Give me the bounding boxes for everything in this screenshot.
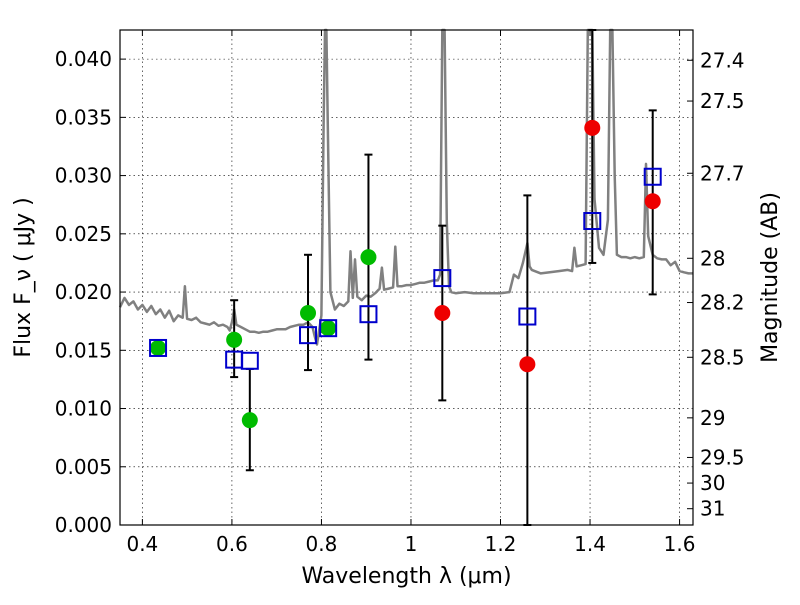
data-markers (149, 119, 662, 429)
data-point-circle (644, 193, 661, 210)
magnitude-tick-label: 27.5 (700, 89, 745, 113)
data-point-circle (150, 339, 167, 356)
data-point-circle (226, 331, 243, 348)
model-spectrum (118, 28, 693, 346)
y-tick-label: 0.010 (55, 397, 112, 421)
x-tick-label: 1.6 (664, 532, 696, 556)
data-point-square (583, 212, 602, 231)
plot-frame (119, 29, 694, 526)
data-point-circle (584, 119, 601, 136)
x-axis-label: Wavelength λ (μm) (301, 564, 511, 589)
y-axis-ticks: 0.000 0.005 0.010 0.015 0.020 0.025 0.030 0.035… (55, 47, 126, 537)
data-point-square (359, 305, 378, 324)
x-tick-label: 0.6 (216, 532, 248, 556)
y-tick-label: 0.040 (55, 47, 112, 71)
magnitude-tick-label: 28.5 (700, 345, 745, 369)
magnitude-tick-label: 30 (700, 471, 725, 495)
y-tick-label: 0.005 (55, 455, 112, 479)
data-point-square (433, 269, 452, 288)
data-point-circle (241, 412, 258, 429)
magnitude-tick-label: 31 (700, 497, 725, 521)
grid (120, 30, 693, 526)
y-tick-label: 0.025 (55, 222, 112, 246)
data-point-circle (320, 320, 337, 337)
magnitude-tick-label: 28 (700, 246, 725, 270)
data-point-circle (434, 305, 451, 322)
model-spectrum-line (118, 28, 693, 346)
data-point-circle (300, 305, 317, 322)
x-axis-ticks: 0.4 0.6 0.8 1 1.2 1.4 1.6 (126, 30, 695, 556)
data-point-circle (519, 356, 536, 373)
x-tick-label: 1 (405, 532, 418, 556)
y-axis-label: Flux F_ν ( μJy ) (11, 197, 36, 357)
y-tick-label: 0.035 (55, 105, 112, 129)
x-tick-label: 0.8 (306, 532, 338, 556)
x-tick-label: 1.4 (574, 532, 606, 556)
magnitude-tick-label: 27.4 (700, 48, 745, 72)
data-point-square (643, 167, 662, 186)
magnitude-tick-label: 27.7 (700, 161, 745, 185)
data-point-square (149, 338, 168, 357)
y-tick-label: 0.015 (55, 338, 112, 362)
y-tick-label: 0.020 (55, 280, 112, 304)
data-point-square (299, 326, 318, 345)
data-point-square (240, 351, 259, 370)
magnitude-tick-label: 29 (700, 406, 725, 430)
data-point-circle (360, 249, 377, 266)
magnitude-tick-label: 29.5 (700, 445, 745, 469)
magnitude-tick-label: 28.2 (700, 291, 745, 315)
x-tick-label: 1.2 (485, 532, 517, 556)
data-point-square (518, 307, 537, 326)
data-point-square (319, 319, 338, 338)
magnitude-axis-label: Magnitude (AB) (758, 192, 783, 363)
x-tick-label: 0.4 (126, 532, 158, 556)
error-bars (230, 29, 657, 526)
y-tick-label: 0.000 (55, 513, 112, 537)
y-tick-label: 0.030 (55, 164, 112, 188)
